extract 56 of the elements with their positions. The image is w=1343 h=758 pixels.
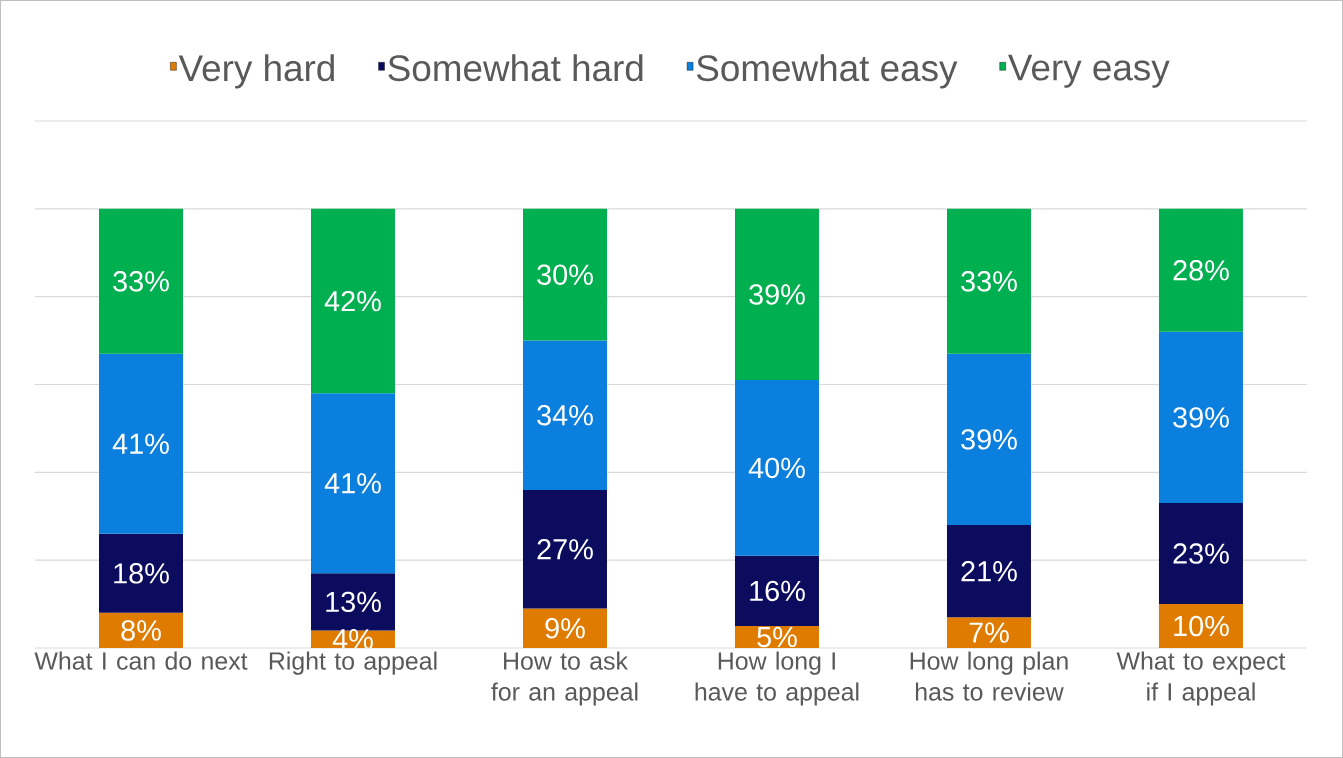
legend-label: Very hard [178,54,334,89]
bar [99,612,183,648]
bar [522,608,607,648]
data-label: 39% [1173,407,1229,428]
data-label: 21% [961,560,1017,582]
bar [734,555,819,627]
bar [310,573,395,631]
data-label: 41% [324,473,381,494]
bar [522,489,607,609]
legend-label: Very easy [1008,54,1170,88]
data-label: 33% [961,271,1017,292]
data-label: 8% [121,620,161,641]
x-tick-label: What I can do next [34,651,248,670]
bar [946,353,1031,526]
bar [1158,503,1243,605]
bar [946,617,1031,648]
data-label: 28% [1173,260,1229,281]
bar [946,525,1031,618]
bar [310,393,395,574]
data-label: 23% [1173,543,1229,564]
bar [522,208,607,341]
data-label: 16% [750,580,805,602]
x-tick-label: How long I have to appeal [695,651,859,706]
bar [1158,208,1243,332]
bar [734,208,819,381]
data-label: 27% [537,539,593,560]
data-label: 13% [326,591,381,613]
bar [1158,331,1243,504]
x-tick-label: How long plan has to review [910,651,1068,701]
bar [99,208,183,354]
bar [522,340,607,490]
x-tick-label: What to expect if I appeal [1116,651,1286,706]
data-label: 7% [969,622,1009,643]
bar [310,208,395,394]
data-label: 40% [748,457,805,479]
data-label: 4% [332,629,373,650]
data-label: 41% [112,433,169,454]
data-label: 39% [961,429,1017,450]
data-label: 34% [537,405,593,426]
data-label: 39% [749,284,805,305]
legend-label: Somewhat hard [388,54,643,82]
bar [734,380,819,556]
bar [1158,604,1243,648]
data-label: 42% [324,290,381,312]
bar [946,208,1031,354]
data-label: 30% [537,264,593,285]
data-label: 18% [114,563,169,584]
x-tick-label: Right to appeal [269,651,437,675]
x-tick-label: How to ask for an appeal [491,651,638,706]
data-label: 5% [757,626,797,648]
data-label: 33% [113,271,169,292]
data-label: 9% [545,618,585,639]
bar [99,533,183,613]
legend-label: Somewhat easy [696,54,958,89]
data-label: 10% [1174,615,1229,637]
bar [99,353,183,534]
